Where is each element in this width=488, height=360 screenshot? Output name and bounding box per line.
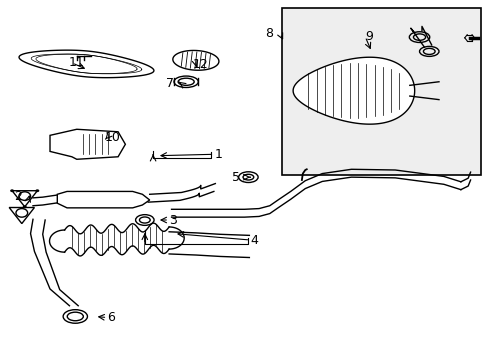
Text: 7: 7 — [165, 77, 174, 90]
Circle shape — [35, 189, 39, 192]
Text: 5: 5 — [232, 171, 240, 184]
Text: 8: 8 — [264, 27, 272, 40]
Text: 10: 10 — [104, 131, 120, 144]
Text: 6: 6 — [107, 311, 115, 324]
Circle shape — [23, 205, 27, 208]
Polygon shape — [57, 192, 149, 208]
Text: 12: 12 — [192, 58, 208, 71]
Polygon shape — [172, 50, 219, 70]
Bar — [282, 8, 480, 175]
Polygon shape — [50, 129, 125, 159]
Text: 9: 9 — [365, 30, 372, 43]
Text: 3: 3 — [169, 213, 177, 226]
Circle shape — [10, 189, 14, 192]
Text: 11: 11 — [69, 56, 84, 69]
Text: 1: 1 — [214, 148, 222, 161]
Text: 2: 2 — [14, 190, 22, 203]
Polygon shape — [19, 50, 154, 78]
Polygon shape — [292, 57, 414, 124]
Text: 4: 4 — [250, 234, 258, 247]
